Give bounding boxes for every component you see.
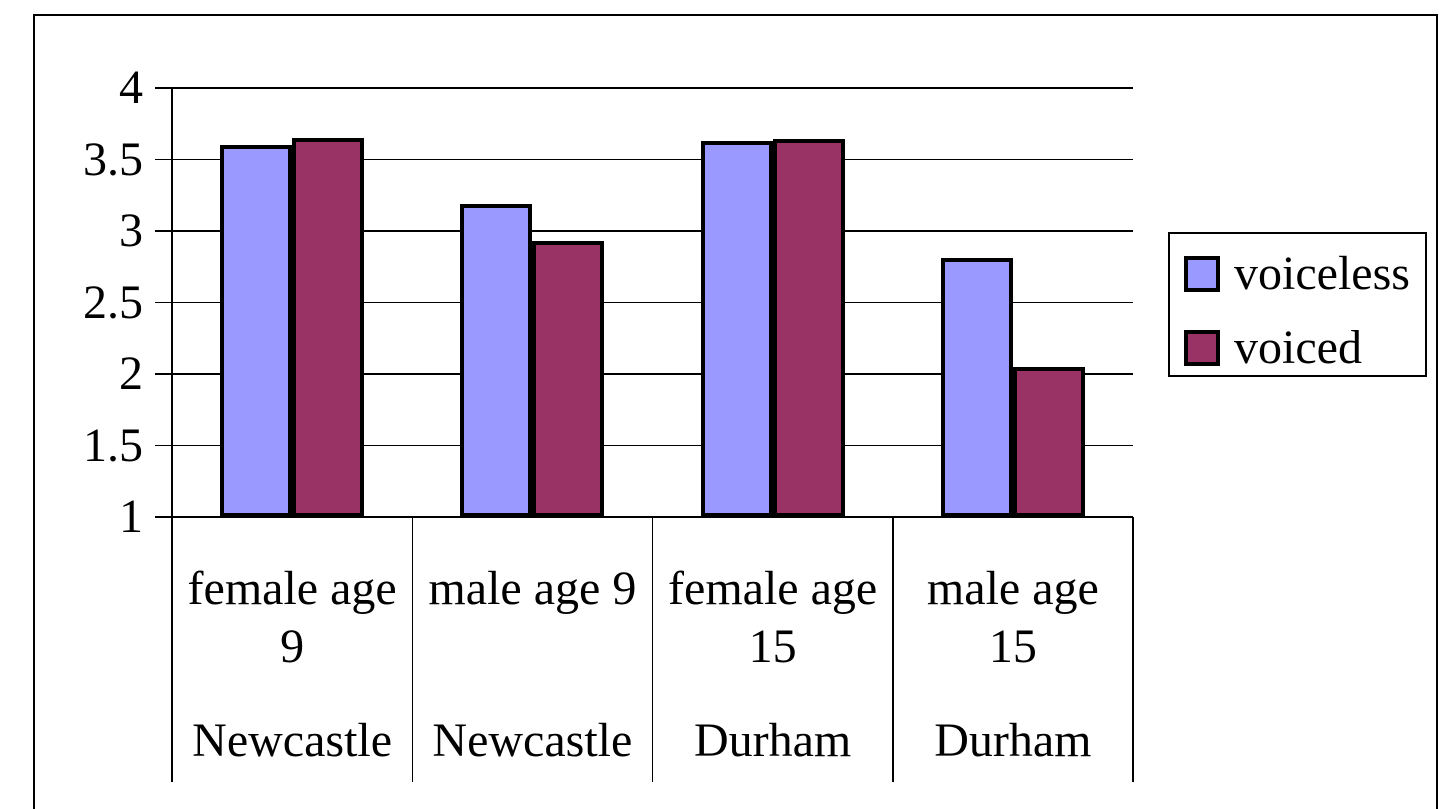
y-axis-tick-label: 3.5 xyxy=(83,132,143,186)
chart-outer-border xyxy=(33,14,1438,809)
bar-voiceless-category-2 xyxy=(460,203,533,517)
voiceless-swatch-icon xyxy=(1184,256,1220,292)
bar-voiceless-category-1 xyxy=(220,145,293,517)
bar-voiceless-category-4 xyxy=(940,258,1013,517)
x-axis-category-label: male age 15 xyxy=(926,562,1099,673)
category-separator-line xyxy=(892,517,894,782)
gridline-y-2.5 xyxy=(155,301,1133,304)
category-separator-line xyxy=(171,517,173,782)
y-axis-line xyxy=(171,88,173,517)
legend: voiceless voiced xyxy=(1168,232,1427,377)
gridline-y-1.5 xyxy=(155,444,1133,447)
y-axis-tick-label: 3 xyxy=(119,204,143,257)
x-axis-group-label: Newcastle xyxy=(192,714,393,767)
x-axis-category-label: female age 15 xyxy=(668,562,878,673)
legend-label-voiceless: voiceless xyxy=(1234,247,1410,300)
bar-voiced-category-1 xyxy=(292,138,365,517)
x-axis-category-label: male age 9 xyxy=(428,562,637,615)
category-separator-line xyxy=(411,517,413,782)
gridline-y-4 xyxy=(155,87,1133,89)
y-axis-tick-label: 2.5 xyxy=(83,275,143,329)
gridline-y-3.5 xyxy=(155,158,1133,161)
legend-item-voiced: voiced xyxy=(1184,320,1362,376)
bar-voiced-category-3 xyxy=(772,139,845,517)
x-axis-group-label: Newcastle xyxy=(432,714,633,767)
gridline-y-1 xyxy=(155,516,1133,518)
x-axis-group-label: Durham xyxy=(693,714,852,767)
y-axis-tick-label: 1.5 xyxy=(83,418,143,472)
bar-voiced-category-4 xyxy=(1012,366,1085,517)
voiced-swatch-icon xyxy=(1184,330,1220,366)
category-separator-line xyxy=(1132,517,1134,782)
x-axis-group-label: Durham xyxy=(934,714,1092,767)
bar-voiced-category-2 xyxy=(532,241,605,517)
legend-label-voiced: voiced xyxy=(1234,321,1362,374)
gridline-y-2 xyxy=(155,373,1133,375)
y-axis-tick-label: 1 xyxy=(119,490,143,543)
x-axis-category-label: female age 9 xyxy=(187,562,397,673)
y-axis-tick-label: 2 xyxy=(119,347,143,400)
gridline-y-3 xyxy=(155,230,1133,232)
bar-voiceless-category-3 xyxy=(700,140,773,517)
category-separator-line xyxy=(651,517,654,782)
y-axis-tick-label: 4 xyxy=(119,61,143,114)
legend-item-voiceless: voiceless xyxy=(1184,246,1410,302)
